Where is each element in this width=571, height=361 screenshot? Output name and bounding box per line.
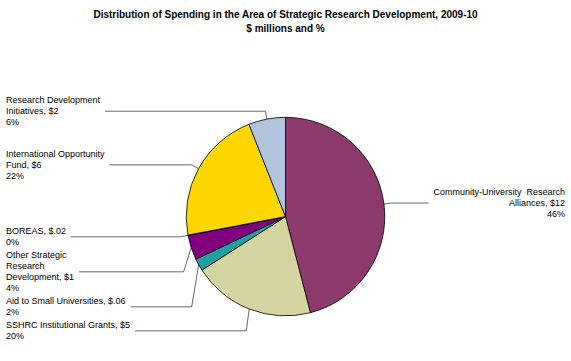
svg-text:4%: 4% [6, 283, 19, 293]
svg-text:22%: 22% [6, 171, 24, 181]
svg-text:0%: 0% [6, 237, 19, 247]
svg-text:Research Development: Research Development [6, 95, 101, 105]
svg-text:Distribution of Spending in th: Distribution of Spending in the Area of … [93, 9, 478, 20]
svg-text:International Opportunity: International Opportunity [6, 149, 105, 159]
svg-text:Community-University Research: Community-University Research [433, 187, 565, 197]
svg-text:Alliances, $12: Alliances, $12 [509, 198, 565, 208]
svg-text:2%: 2% [6, 307, 19, 317]
svg-text:SSHRC Institutional Grants, $5: SSHRC Institutional Grants, $5 [6, 320, 130, 330]
svg-text:Research: Research [6, 261, 45, 271]
svg-text:Initiatives, $2: Initiatives, $2 [6, 106, 59, 116]
svg-text:$ millions and %: $ millions and % [246, 23, 324, 34]
svg-text:46%: 46% [547, 209, 565, 219]
svg-text:6%: 6% [6, 117, 19, 127]
svg-text:Aid to Small Universities, $.0: Aid to Small Universities, $.06 [6, 296, 126, 306]
svg-text:Fund, $6: Fund, $6 [6, 160, 42, 170]
svg-text:20%: 20% [6, 331, 24, 341]
svg-text:BOREAS, $.02: BOREAS, $.02 [6, 226, 66, 236]
svg-text:Other Strategic: Other Strategic [6, 250, 67, 260]
svg-text:Development, $1: Development, $1 [6, 272, 74, 282]
